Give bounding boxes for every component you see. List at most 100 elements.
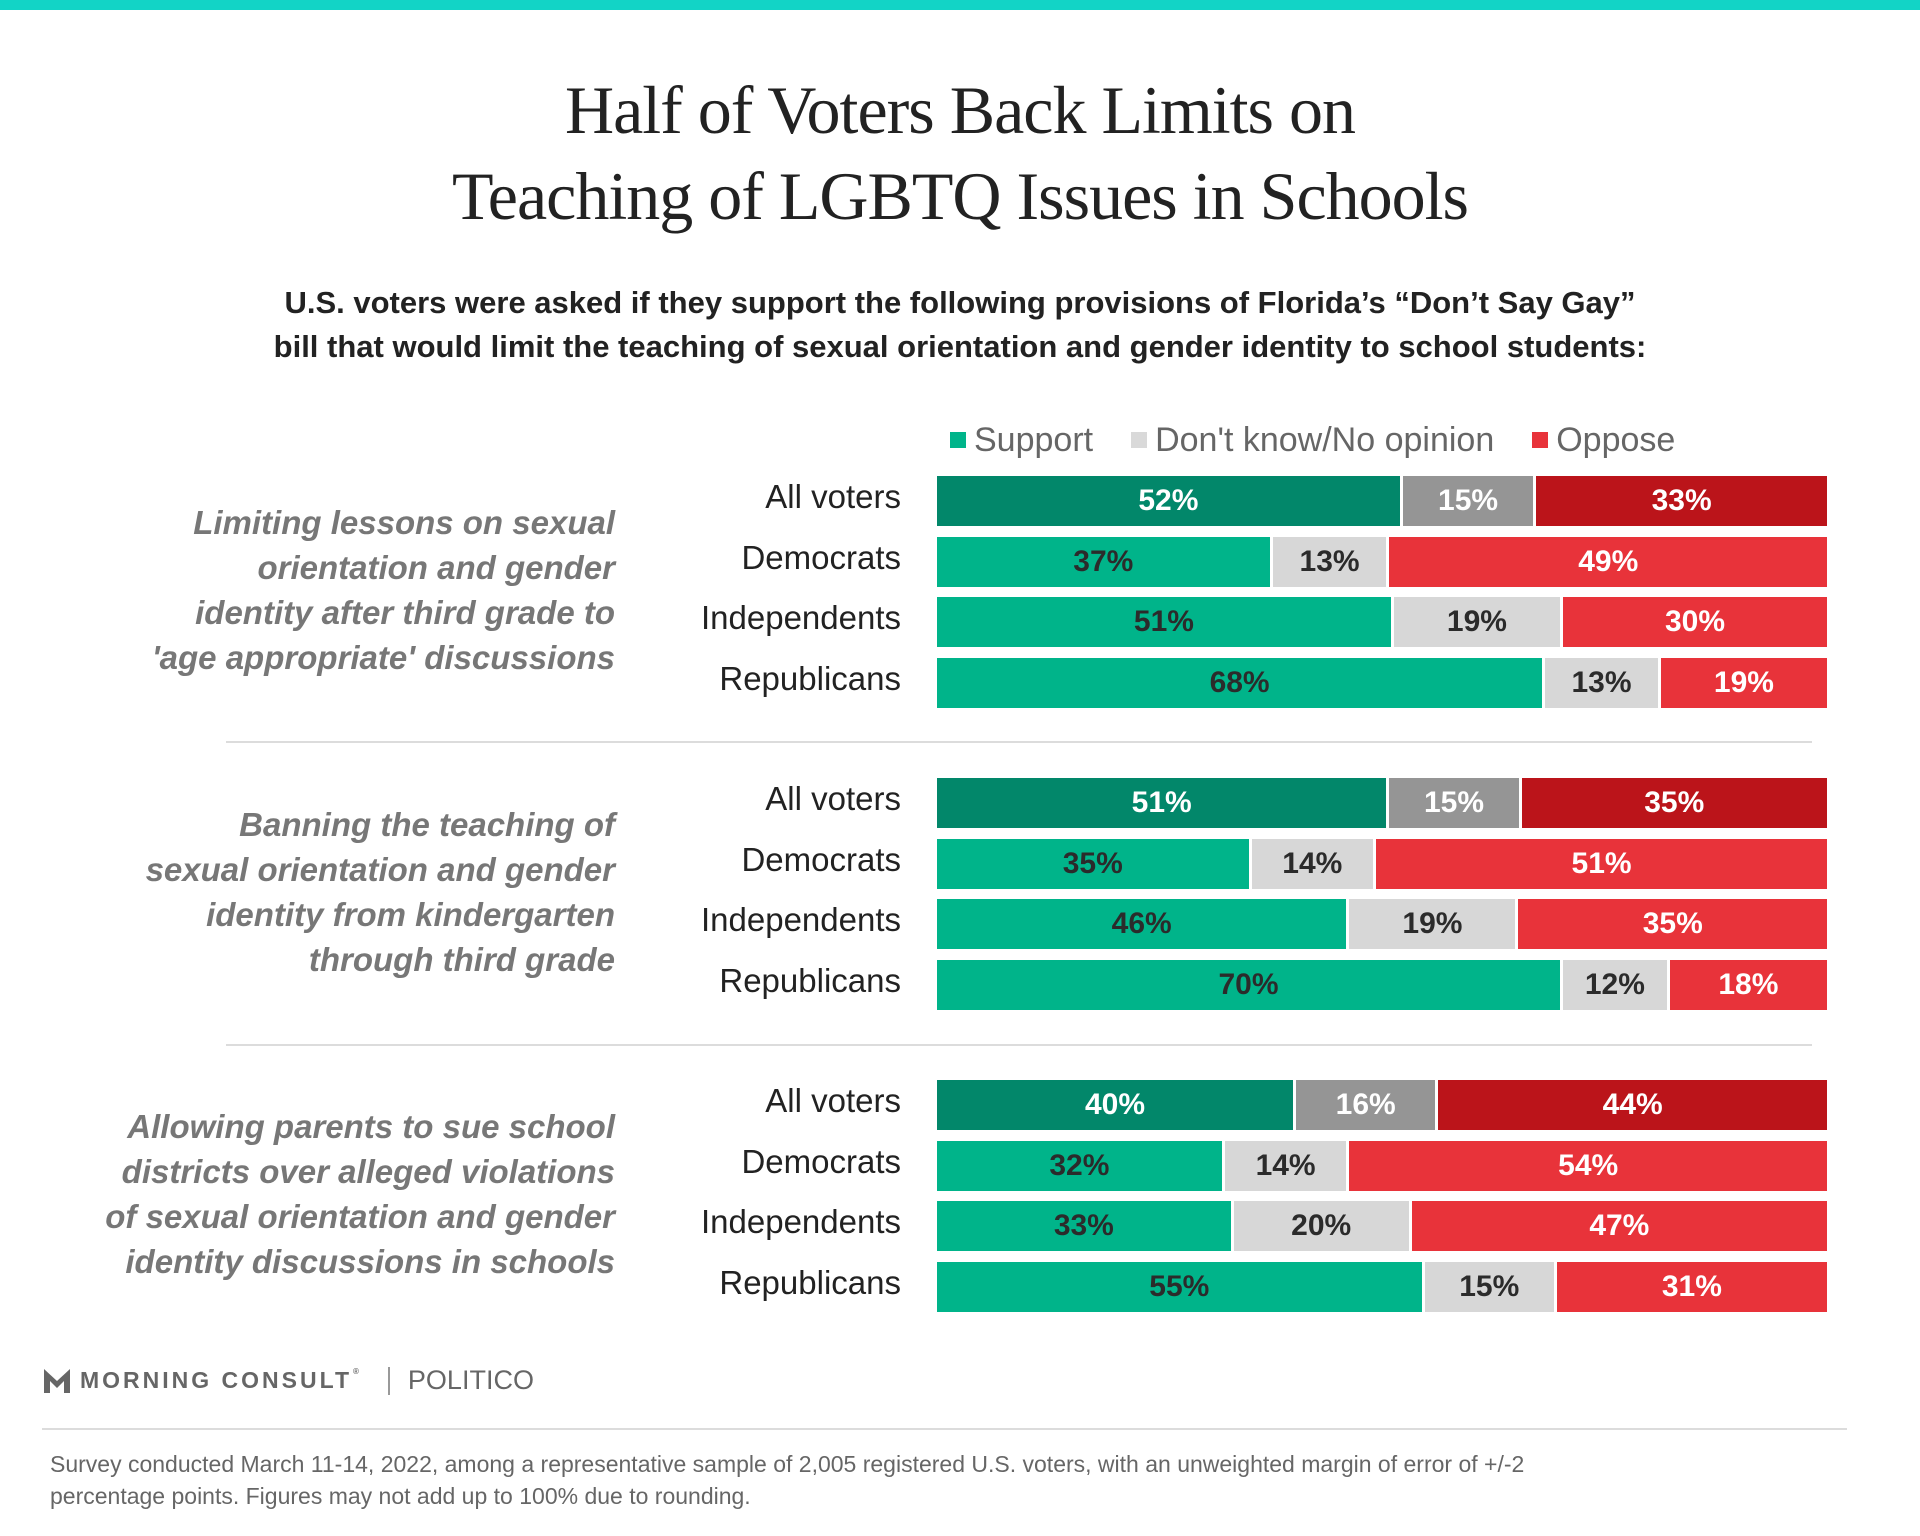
bar-segment-support: 70% <box>937 960 1560 1010</box>
row-label: Independents <box>700 901 901 938</box>
data-label: 37% <box>1073 545 1134 578</box>
data-label: 13% <box>1299 545 1360 578</box>
legend-swatch-support <box>950 432 966 448</box>
data-label: 47% <box>1589 1209 1650 1242</box>
bar-segment-oppose: 31% <box>1553 1262 1827 1312</box>
question-text-3: Allowing parents to sue school districts … <box>0 1104 615 1284</box>
bar-segment-oppose: 18% <box>1666 960 1827 1010</box>
legend-item-dont-know: Don't know/No opinion <box>1131 421 1494 460</box>
row-label: All voters <box>765 478 901 515</box>
data-label: 33% <box>1651 484 1712 517</box>
group-divider-1 <box>226 741 1812 743</box>
top-accent-bar <box>0 0 1920 10</box>
row-label: All voters <box>765 1082 901 1119</box>
subtitle-line-1: U.S. voters were asked if they support t… <box>284 285 1636 320</box>
legend-label-dont-know: Don't know/No opinion <box>1155 420 1495 459</box>
question-text-2: Banning the teaching of sexual orientatio… <box>0 802 615 982</box>
bar-segment-oppose: 30% <box>1559 597 1827 647</box>
registered-mark: ® <box>353 1367 362 1376</box>
data-label: 15% <box>1423 786 1484 819</box>
bar-segment-oppose: 54% <box>1346 1141 1827 1191</box>
question-line: Limiting lessons on sexual <box>193 504 615 541</box>
bar-segment-neutral: 19% <box>1346 899 1516 949</box>
bar-segment-support: 52% <box>937 476 1400 526</box>
data-label: 18% <box>1718 968 1779 1001</box>
bar-segment-neutral: 15% <box>1399 476 1534 526</box>
group-divider-2 <box>226 1044 1812 1046</box>
bar-segment-support: 37% <box>937 537 1270 587</box>
data-label: 40% <box>1084 1088 1146 1121</box>
stacked-bar-row: 40% 16% 44% <box>937 1080 1827 1130</box>
question-text-1: Limiting lessons on sexual orientation an… <box>0 500 615 680</box>
bar-segment-oppose: 44% <box>1435 1080 1827 1130</box>
bar-segment-oppose: 35% <box>1518 778 1827 828</box>
data-label: 35% <box>1062 847 1123 880</box>
stacked-bar-row: 52% 15% 33% <box>937 476 1827 526</box>
question-line: of sexual orientation and gender <box>105 1198 615 1235</box>
bar-segment-support: 51% <box>937 597 1391 647</box>
data-label: 35% <box>1642 907 1703 940</box>
row-label: Republicans <box>719 1264 901 1301</box>
morning-consult-wordmark: MORNING CONSULT® <box>80 1367 362 1394</box>
data-label: 19% <box>1402 907 1463 940</box>
politico-wordmark: POLITICO <box>407 1365 534 1395</box>
data-label: 51% <box>1131 786 1192 819</box>
question-line: districts over alleged violations <box>121 1153 615 1190</box>
bar-segment-oppose: 49% <box>1386 537 1827 587</box>
stacked-bar-row: 70% 12% 18% <box>937 960 1827 1010</box>
stacked-bar-row: 68% 13% 19% <box>937 658 1827 708</box>
bar-segment-support: 68% <box>937 658 1543 708</box>
row-label: Democrats <box>741 841 901 878</box>
morning-consult-text: MORNING CONSULT <box>80 1367 353 1393</box>
question-line: identity discussions in schools <box>125 1243 615 1280</box>
bar-segment-neutral: 19% <box>1390 597 1560 647</box>
data-label: 31% <box>1661 1270 1722 1303</box>
footnote-line-1: Survey conducted March 11-14, 2022, amon… <box>50 1451 1525 1477</box>
bar-segment-support: 32% <box>937 1141 1222 1191</box>
data-label: 16% <box>1335 1088 1396 1121</box>
bar-segment-support: 51% <box>937 778 1387 828</box>
row-label: Independents <box>700 1203 901 1240</box>
data-label: 49% <box>1578 545 1639 578</box>
chart-title-line-1: Half of Voters Back Limits on <box>564 72 1356 148</box>
data-label: 70% <box>1218 968 1279 1001</box>
row-label: Democrats <box>741 1143 901 1180</box>
bar-segment-neutral: 16% <box>1293 1080 1436 1130</box>
bar-segment-neutral: 15% <box>1386 778 1519 828</box>
data-label: 68% <box>1209 666 1270 699</box>
data-label: 14% <box>1255 1149 1316 1182</box>
data-label: 30% <box>1664 605 1725 638</box>
row-label: Independents <box>700 599 901 636</box>
data-label: 12% <box>1584 968 1645 1001</box>
bar-segment-neutral: 12% <box>1560 960 1667 1010</box>
footnote-line-2: percentage points. Figures may not add u… <box>50 1483 751 1509</box>
legend-swatch-oppose <box>1532 432 1549 448</box>
legend-item-support: Support <box>950 421 1093 460</box>
bar-segment-neutral: 20% <box>1230 1201 1409 1251</box>
bar-segment-neutral: 13% <box>1269 537 1387 587</box>
row-label: Republicans <box>719 962 901 999</box>
data-label: 55% <box>1149 1270 1210 1303</box>
bar-segment-support: 35% <box>937 839 1249 889</box>
data-label: 19% <box>1713 666 1774 699</box>
legend-label-support: Support <box>974 420 1094 459</box>
bar-segment-neutral: 14% <box>1248 839 1374 889</box>
data-label: 14% <box>1282 847 1343 880</box>
bar-segment-oppose: 33% <box>1533 476 1827 526</box>
stacked-bar-row: 51% 15% 35% <box>937 778 1827 828</box>
bar-segment-oppose: 35% <box>1515 899 1827 949</box>
data-label: 33% <box>1053 1209 1114 1242</box>
data-label: 19% <box>1446 605 1507 638</box>
data-label: 32% <box>1049 1149 1110 1182</box>
stacked-bar-row: 51% 19% 30% <box>937 597 1827 647</box>
stacked-bar-row: 46% 19% 35% <box>937 899 1827 949</box>
data-label: 51% <box>1133 605 1194 638</box>
bar-segment-oppose: 47% <box>1408 1201 1827 1251</box>
stacked-bar-row: 35% 14% 51% <box>937 839 1827 889</box>
data-label: 35% <box>1644 786 1705 819</box>
stacked-bar-row: 55% 15% 31% <box>937 1262 1827 1312</box>
data-label: 44% <box>1602 1088 1663 1121</box>
row-label: All voters <box>765 780 901 817</box>
bar-segment-neutral: 13% <box>1542 658 1658 708</box>
bar-segment-neutral: 15% <box>1421 1262 1554 1312</box>
